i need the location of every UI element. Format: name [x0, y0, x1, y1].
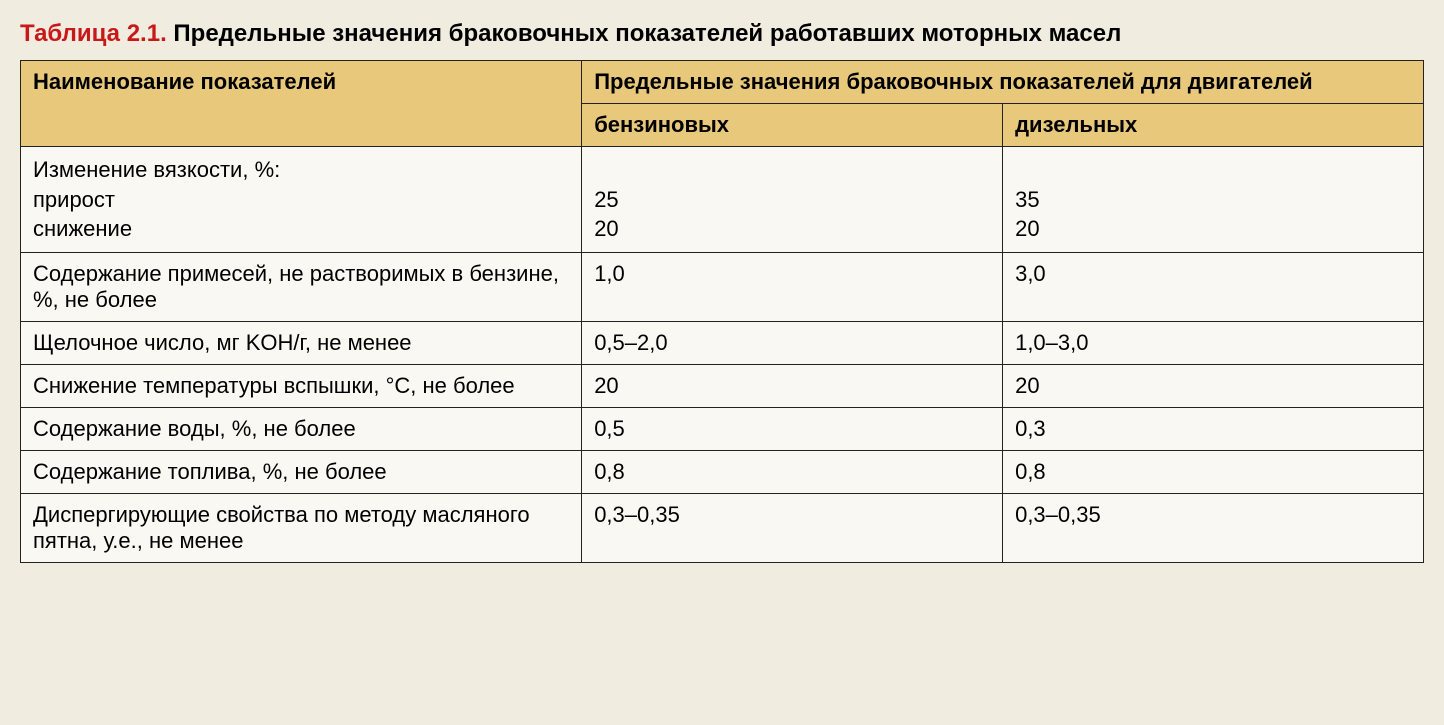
cell-benzin: 0,5–2,0: [582, 322, 1003, 365]
cell-diesel: 0,3: [1003, 408, 1424, 451]
cell-diesel: 3,0: [1003, 253, 1424, 322]
cell-diesel: 0,8: [1003, 451, 1424, 494]
header-col2-group: Предельные значения браковочных показате…: [582, 61, 1424, 104]
cell-label: Содержание топлива, %, не более: [21, 451, 582, 494]
header-col2-sub2: дизельных: [1003, 104, 1424, 147]
cell-benzin: 0,8: [582, 451, 1003, 494]
table-row: Содержание топлива, %, не более 0,8 0,8: [21, 451, 1424, 494]
table-row: Щелочное число, мг KOH/г, не менее 0,5–2…: [21, 322, 1424, 365]
table-number: Таблица 2.1.: [20, 20, 167, 47]
cell-diesel: 35 20: [1003, 147, 1424, 253]
header-col2-sub1: бензиновых: [582, 104, 1003, 147]
cell-label: Снижение температуры вспышки, °C, не бол…: [21, 365, 582, 408]
cell-label: Содержание воды, %, не более: [21, 408, 582, 451]
cell-diesel: 0,3–0,35: [1003, 494, 1424, 563]
cell-benzin: 0,3–0,35: [582, 494, 1003, 563]
table-row: Диспергирующие свойства по методу маслян…: [21, 494, 1424, 563]
table-row: Содержание примесей, не растворимых в бе…: [21, 253, 1424, 322]
table-caption: Предельные значения браковочных показате…: [173, 20, 1121, 47]
cell-label: Изменение вязкости, %: прирост снижение: [21, 147, 582, 253]
cell-diesel: 1,0–3,0: [1003, 322, 1424, 365]
data-table: Наименование показателей Предельные знач…: [20, 60, 1424, 563]
cell-benzin: 1,0: [582, 253, 1003, 322]
table-row: Содержание воды, %, не более 0,5 0,3: [21, 408, 1424, 451]
table-body: Изменение вязкости, %: прирост снижение …: [21, 147, 1424, 563]
cell-benzin: 20: [582, 365, 1003, 408]
cell-diesel: 20: [1003, 365, 1424, 408]
table-row: Снижение температуры вспышки, °C, не бол…: [21, 365, 1424, 408]
cell-benzin: 25 20: [582, 147, 1003, 253]
cell-label: Содержание примесей, не растворимых в бе…: [21, 253, 582, 322]
cell-label: Щелочное число, мг KOH/г, не менее: [21, 322, 582, 365]
cell-label: Диспергирующие свойства по методу маслян…: [21, 494, 582, 563]
table-row: Изменение вязкости, %: прирост снижение …: [21, 147, 1424, 253]
cell-benzin: 0,5: [582, 408, 1003, 451]
table-title: Таблица 2.1. Предельные значения браково…: [20, 20, 1424, 48]
header-col1: Наименование показателей: [21, 61, 582, 147]
